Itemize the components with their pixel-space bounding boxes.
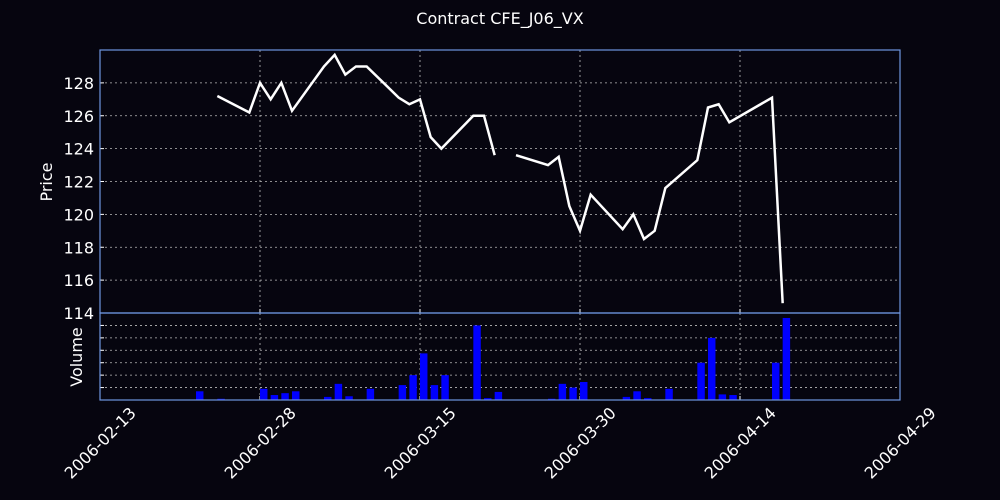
volume-bar [708, 337, 716, 400]
y-tick-label: 114 [63, 304, 94, 323]
axes-frame [99, 312, 901, 401]
volume-bar [558, 383, 567, 400]
volume-bar [196, 391, 204, 400]
y-axis-label: Price [37, 162, 56, 201]
volume-bar [420, 353, 428, 400]
volume-bar [281, 393, 289, 400]
volume-bar [772, 362, 780, 400]
chart-title: Contract CFE_J06_VX [416, 9, 583, 29]
volume-bar [548, 398, 556, 400]
volume-bar [292, 391, 300, 400]
volume-bar [782, 317, 791, 400]
volume-bar [398, 385, 407, 400]
y-tick-label: 120 [63, 205, 94, 224]
volume-bar [644, 398, 652, 400]
volume-bar [718, 394, 727, 400]
y-tick-label: 126 [63, 107, 94, 126]
volume-bar [324, 396, 332, 400]
volume-bar [441, 375, 449, 400]
y-tick-label: 124 [63, 140, 94, 159]
volume-bar [494, 391, 503, 400]
volume-bar [729, 395, 737, 400]
volume-bar [484, 398, 492, 400]
y-axis-label: Volume [67, 327, 86, 387]
volume-bar [633, 391, 641, 400]
volume-bar [430, 385, 439, 400]
volume-bar [345, 396, 353, 400]
y-tick-label: 118 [63, 238, 94, 257]
y-tick-label: 116 [63, 271, 94, 290]
volume-bar [409, 375, 417, 400]
volume-bar [260, 388, 268, 400]
volume-bar [580, 381, 588, 400]
volume-bar [473, 325, 481, 400]
volume-bar [270, 395, 279, 400]
volume-bar [665, 388, 673, 400]
volume-bar [622, 396, 631, 400]
volume-bar [569, 387, 577, 400]
volume-bar [334, 383, 343, 400]
price-line [216, 52, 784, 304]
volume-bar [366, 388, 375, 400]
volume-bar [697, 362, 705, 400]
y-tick-label: 122 [63, 173, 94, 192]
volume-bar [217, 398, 225, 400]
y-tick-label: 128 [63, 74, 94, 93]
